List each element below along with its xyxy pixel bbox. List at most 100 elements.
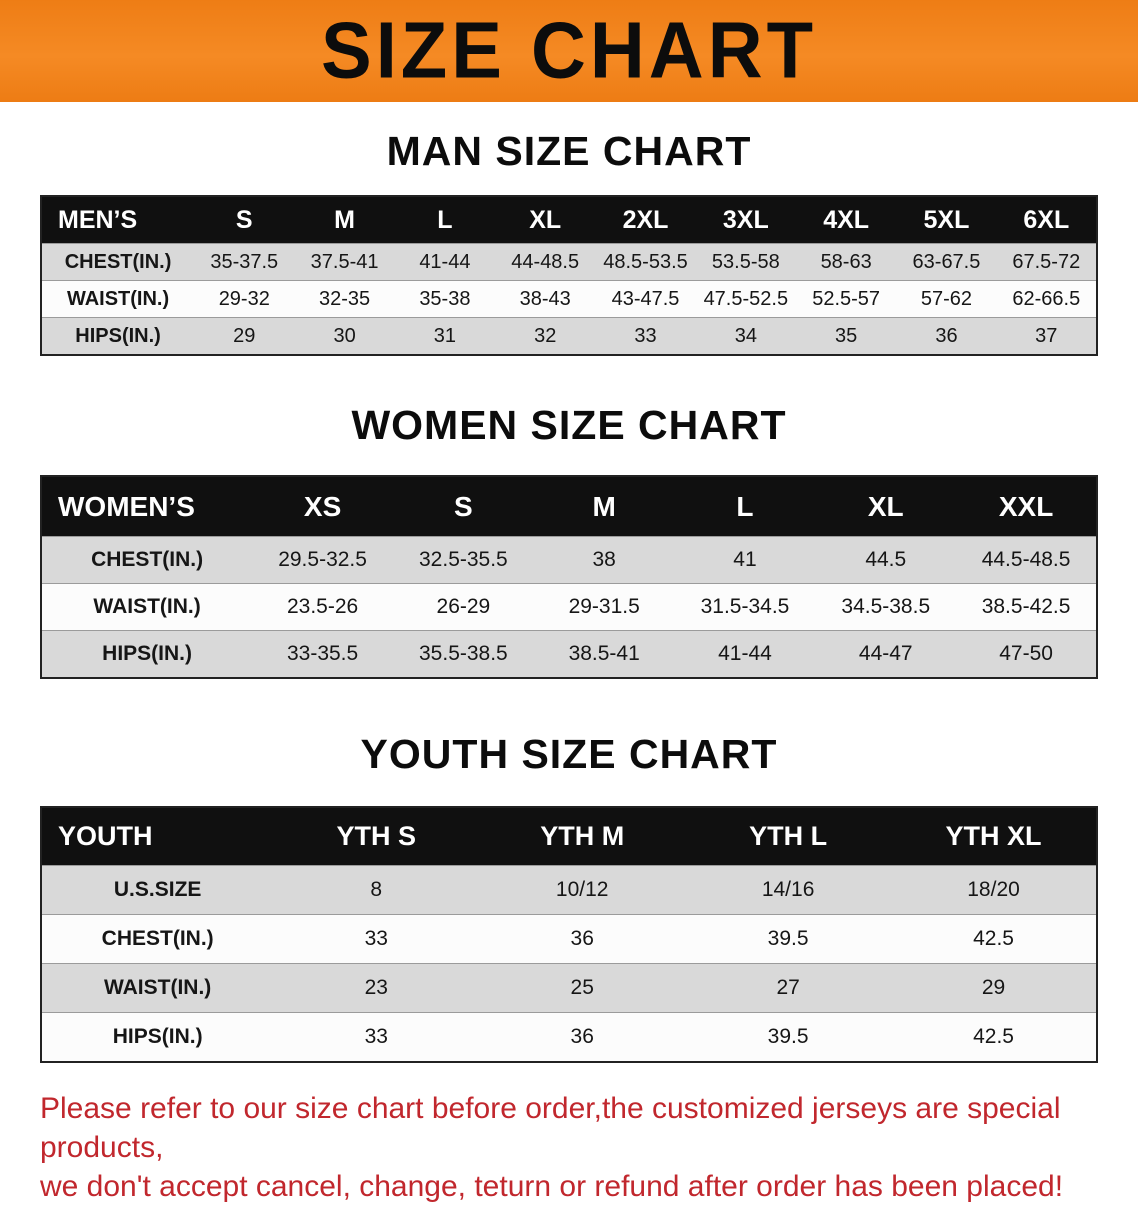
data-cell: 34 [695, 317, 796, 355]
data-cell: 48.5-53.5 [595, 243, 696, 281]
size-header-cell: XL [495, 196, 596, 244]
size-header-cell: XS [252, 476, 393, 537]
data-cell: 38 [533, 536, 675, 584]
size-header-cell: 2XL [595, 196, 696, 244]
data-cell: 32.5-35.5 [392, 536, 534, 584]
data-cell: 58-63 [795, 243, 897, 281]
data-cell: 44-48.5 [495, 243, 596, 281]
row-label-cell: CHEST(IN.) [41, 243, 195, 281]
data-cell: 32-35 [294, 280, 395, 318]
size-header-cell: XXL [956, 476, 1097, 537]
table-header-row: MEN’S S M L XL 2XL 3XL 4XL 5XL 6XL [41, 196, 1097, 244]
size-header-cell: L [394, 196, 496, 244]
data-cell: 52.5-57 [795, 280, 897, 318]
data-cell: 62-66.5 [996, 280, 1097, 318]
data-cell: 36 [479, 914, 686, 964]
data-cell: 41-44 [394, 243, 496, 281]
row-label-cell: HIPS(IN.) [41, 630, 253, 678]
row-label-cell: WAIST(IN.) [41, 583, 253, 631]
size-header-cell: L [674, 476, 816, 537]
data-cell: 26-29 [392, 583, 534, 631]
men-section-heading: MAN SIZE CHART [386, 128, 752, 174]
data-cell: 44.5 [815, 536, 957, 584]
table-row: WAIST(IN.) 29-32 32-35 35-38 38-43 43-47.5 47.… [41, 280, 1097, 318]
table-header-row: WOMEN’S XS S M L XL XXL [41, 476, 1097, 537]
size-header-cell: XL [815, 476, 957, 537]
data-cell: 23.5-26 [252, 583, 393, 631]
table-row: WAIST(IN.) 23.5-26 26-29 29-31.5 31.5-34.5 34… [41, 583, 1097, 631]
data-cell: 33 [595, 317, 696, 355]
men-section: MAN SIZE CHART MEN’S S M L XL 2XL 3XL 4XL 5XL 6XL… [0, 102, 1138, 356]
table-title-cell: WOMEN’S [41, 476, 253, 537]
size-chart-banner: SIZE CHART [0, 0, 1138, 102]
row-label-cell: HIPS(IN.) [41, 1012, 274, 1062]
data-cell: 31 [394, 317, 496, 355]
disclaimer-note: Please refer to our size chart before or… [40, 1089, 1100, 1206]
data-cell: 23 [273, 963, 480, 1013]
row-label-cell: CHEST(IN.) [41, 536, 253, 584]
data-cell: 53.5-58 [695, 243, 796, 281]
data-cell: 42.5 [891, 914, 1097, 964]
data-cell: 33-35.5 [252, 630, 393, 678]
data-cell: 47.5-52.5 [695, 280, 796, 318]
data-cell: 31.5-34.5 [674, 583, 816, 631]
size-header-cell: 3XL [695, 196, 796, 244]
size-header-cell: 6XL [996, 196, 1097, 244]
data-cell: 14/16 [685, 865, 892, 915]
banner-title: SIZE CHART [321, 5, 817, 96]
table-row: CHEST(IN.) 35-37.5 37.5-41 41-44 44-48.5 48.5… [41, 243, 1097, 281]
men-size-table: MEN’S S M L XL 2XL 3XL 4XL 5XL 6XL CHEST(IN.) 35-37… [40, 195, 1098, 356]
data-cell: 37.5-41 [294, 243, 395, 281]
data-cell: 57-62 [896, 280, 997, 318]
data-cell: 38-43 [495, 280, 596, 318]
data-cell: 41-44 [674, 630, 816, 678]
row-label-cell: CHEST(IN.) [41, 914, 274, 964]
data-cell: 37 [996, 317, 1097, 355]
data-cell: 44-47 [815, 630, 957, 678]
row-label-cell: WAIST(IN.) [41, 963, 274, 1013]
youth-section: YOUTH SIZE CHART YOUTH YTH S YTH M YTH L YTH… [0, 679, 1138, 1063]
data-cell: 36 [479, 1012, 686, 1062]
data-cell: 39.5 [685, 914, 892, 964]
data-cell: 33 [273, 914, 480, 964]
data-cell: 38.5-42.5 [956, 583, 1097, 631]
data-cell: 35 [795, 317, 897, 355]
size-header-cell: YTH L [685, 807, 892, 866]
disclaimer-line-1: Please refer to our size chart before or… [40, 1092, 1061, 1164]
table-row: WAIST(IN.) 23 25 27 29 [41, 963, 1097, 1013]
size-header-cell: S [194, 196, 295, 244]
data-cell: 8 [273, 865, 480, 915]
row-label-cell: HIPS(IN.) [41, 317, 195, 355]
table-title-cell: YOUTH [41, 807, 274, 866]
data-cell: 32 [495, 317, 596, 355]
women-section-heading: WOMEN SIZE CHART [351, 402, 787, 448]
women-size-table: WOMEN’S XS S M L XL XXL CHEST(IN.) 29.5-32.5 32.5… [40, 475, 1098, 679]
data-cell: 67.5-72 [996, 243, 1097, 281]
size-header-cell: YTH M [479, 807, 686, 866]
data-cell: 18/20 [891, 865, 1097, 915]
data-cell: 39.5 [685, 1012, 892, 1062]
table-row: HIPS(IN.) 29 30 31 32 33 34 35 36 37 [41, 317, 1097, 355]
table-row: HIPS(IN.) 33-35.5 35.5-38.5 38.5-41 41-44 44-… [41, 630, 1097, 678]
table-row: HIPS(IN.) 33 36 39.5 42.5 [41, 1012, 1097, 1062]
data-cell: 42.5 [891, 1012, 1097, 1062]
data-cell: 29-31.5 [533, 583, 675, 631]
size-header-cell: 4XL [795, 196, 897, 244]
women-section: WOMEN SIZE CHART WOMEN’S XS S M L XL XXL CHEST(… [0, 356, 1138, 679]
data-cell: 35.5-38.5 [392, 630, 534, 678]
data-cell: 35-37.5 [194, 243, 295, 281]
table-row: U.S.SIZE 8 10/12 14/16 18/20 [41, 865, 1097, 915]
size-header-cell: YTH S [273, 807, 480, 866]
data-cell: 29.5-32.5 [252, 536, 393, 584]
data-cell: 27 [685, 963, 892, 1013]
size-header-cell: S [392, 476, 534, 537]
data-cell: 47-50 [956, 630, 1097, 678]
table-row: CHEST(IN.) 33 36 39.5 42.5 [41, 914, 1097, 964]
data-cell: 10/12 [479, 865, 686, 915]
size-header-cell: M [294, 196, 395, 244]
data-cell: 35-38 [394, 280, 496, 318]
data-cell: 29 [194, 317, 295, 355]
data-cell: 34.5-38.5 [815, 583, 957, 631]
size-header-cell: 5XL [896, 196, 997, 244]
disclaimer-line-2: we don't accept cancel, change, teturn o… [40, 1170, 1064, 1203]
